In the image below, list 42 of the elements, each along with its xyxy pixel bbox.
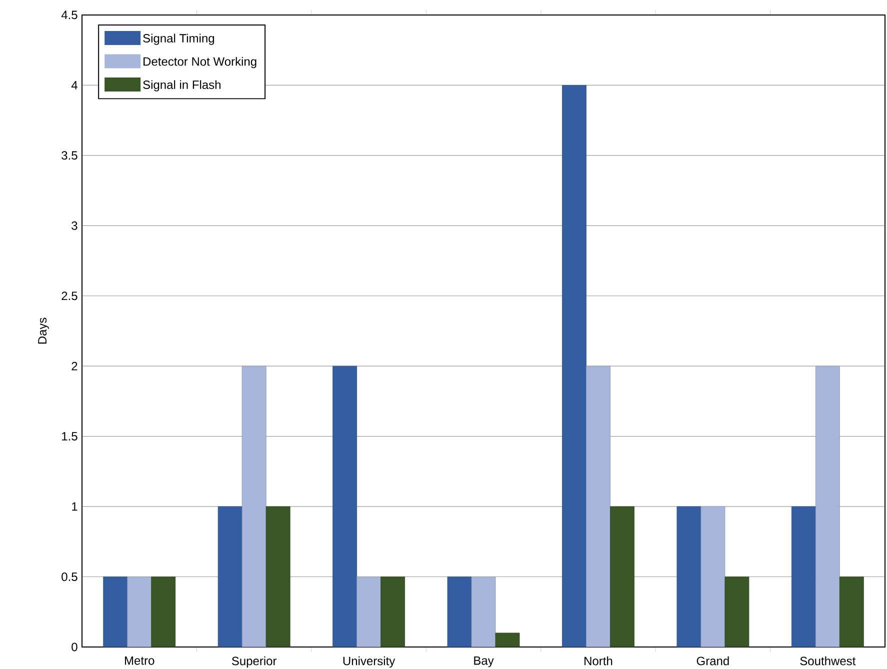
bar: [815, 366, 840, 647]
y-tick-label: 1.5: [62, 432, 78, 441]
x-tick-label: Southwest: [800, 656, 856, 666]
bar: [127, 576, 152, 647]
bar: [791, 506, 816, 647]
bar: [586, 366, 610, 647]
bar: [447, 576, 472, 647]
bar: [562, 85, 586, 647]
x-tick-label: University: [343, 656, 396, 668]
y-tick-label: 4.5: [61, 10, 78, 20]
bar: [151, 576, 176, 647]
x-tick-label: Grand: [696, 656, 729, 666]
y-axis-title: Days: [38, 318, 49, 344]
legend-label: Detector Not Working: [144, 56, 256, 68]
bar: [471, 576, 496, 647]
bar: [676, 506, 702, 647]
legend-label: Signal Timing: [143, 34, 214, 45]
y-tick-label: 4: [71, 81, 78, 90]
y-tick-label: 3: [72, 221, 78, 230]
y-tick-label: 3.5: [62, 151, 78, 160]
y-tick-label: 1: [72, 502, 78, 511]
bar: [242, 366, 266, 647]
bar: [266, 506, 290, 647]
x-tick-label: Bay: [474, 656, 494, 668]
bar: [610, 506, 634, 647]
legend-label: Signal in Flash: [143, 80, 220, 92]
bar: [380, 576, 405, 647]
bar: [495, 632, 520, 647]
y-tick-label: 2: [72, 362, 78, 370]
bar: [724, 576, 750, 647]
y-tick-label: 0: [72, 642, 78, 652]
bar: [839, 576, 864, 647]
bar: [218, 506, 242, 647]
x-tick-label: North: [584, 656, 612, 666]
y-tick-label: 0.5: [62, 572, 78, 582]
x-tick-label: Metro: [125, 656, 154, 665]
bar: [700, 506, 726, 647]
y-tick-label: 2.5: [62, 292, 78, 300]
x-tick-label: Superior: [232, 656, 277, 668]
bar: [356, 576, 381, 647]
bar: [332, 366, 357, 647]
bar: [103, 576, 128, 647]
